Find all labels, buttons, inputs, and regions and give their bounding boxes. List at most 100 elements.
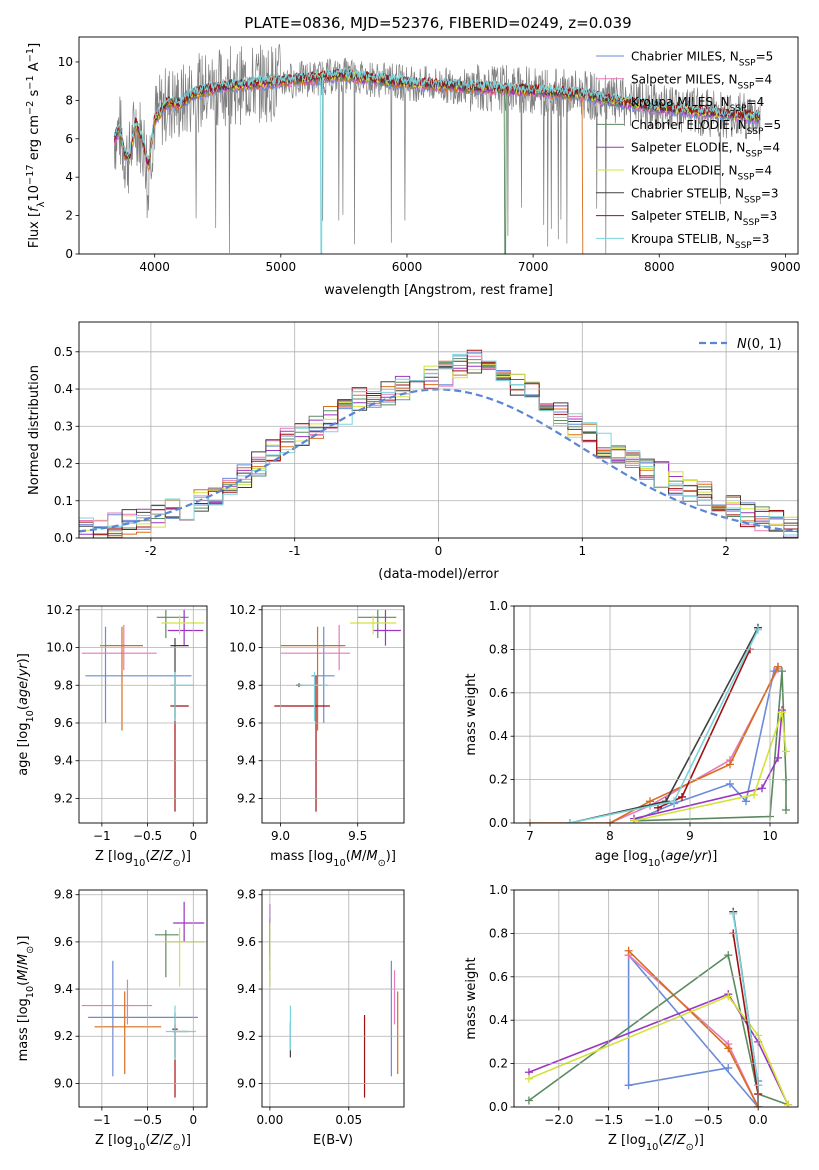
- plot-area-3: [274, 609, 401, 812]
- y-tick-label: 4: [65, 170, 73, 184]
- axes-frame: [78, 605, 208, 824]
- weight-line: [528, 993, 789, 1106]
- y-tick-label: 0.0: [489, 1100, 508, 1114]
- error-bar-point: [165, 927, 205, 987]
- error-bar-point: [165, 1005, 197, 1060]
- legend-label: Chabrier MILES, NSSP=5: [631, 50, 773, 69]
- x-axis-label: (data-model)/error: [378, 567, 499, 582]
- y-tick-label: 10: [58, 55, 73, 69]
- y-tick-label: 0.2: [489, 773, 508, 787]
- legend: Chabrier MILES, NSSP=5 Salpeter MILES, NS…: [596, 50, 781, 251]
- weight-marker: [724, 992, 733, 1001]
- axes-frame: [261, 605, 405, 824]
- x-tick-label: -1: [289, 544, 301, 558]
- weight-line: [528, 953, 789, 1106]
- x-tick-label: 9.0: [271, 829, 290, 843]
- error-bar-point: [94, 991, 162, 1074]
- x-tick-label: −2.0: [544, 1113, 573, 1127]
- y-tick-label: 9.8: [237, 888, 256, 902]
- weight-marker: [646, 797, 654, 806]
- legend-label: Kroupa ELODIE, NSSP=4: [631, 164, 772, 183]
- x-tick-label: 5000: [266, 260, 297, 274]
- x-tick-label: 9: [686, 829, 694, 843]
- axes-6: 0.00 0.05 9.0 9.2 9.4 9.6 9.8 E(B-V): [237, 888, 405, 1148]
- y-tick-label: 9.8: [237, 678, 256, 692]
- y-tick-label: 0.5: [54, 345, 73, 359]
- error-bar-point: [349, 615, 397, 635]
- x-tick-label: 9.5: [348, 829, 367, 843]
- y-tick-label: 9.6: [54, 935, 73, 949]
- legend-label: Salpeter STELIB, NSSP=3: [631, 209, 777, 228]
- x-tick-label: 7: [526, 829, 534, 843]
- error-bar-point: [156, 609, 189, 639]
- x-axis-label: age [log10(age/yr)]: [595, 849, 718, 869]
- y-axis-label: mass weight: [464, 673, 479, 755]
- weight-line: [732, 913, 759, 1086]
- y-axis-label: Flux [fλ10−17 erg cm−2 s−1 A−1]: [25, 43, 47, 248]
- y-tick-label: 8: [65, 93, 73, 107]
- y-tick-label: 9.2: [237, 1029, 256, 1043]
- weight-line: [609, 668, 779, 823]
- axes-3: 9.0 9.5 9.2 9.4 9.6 9.8 10.0 10.2 mass [log10(M/…: [229, 603, 405, 869]
- x-tick-label: 0.05: [335, 1113, 362, 1127]
- error-bar-point: [173, 901, 205, 942]
- y-tick-label: 0: [65, 247, 73, 261]
- y-tick-label: 1.0: [489, 599, 508, 613]
- x-tick-label: −1: [93, 1113, 111, 1127]
- error-bar-point: [170, 672, 194, 722]
- weight-line: [633, 712, 787, 822]
- weight-marker: [524, 1096, 533, 1105]
- x-tick-label: −1: [93, 829, 111, 843]
- x-axis-label: Z [log10(Z/Z⊙)]: [608, 1133, 704, 1153]
- x-tick-label: −0.5: [694, 1113, 723, 1127]
- error-bar-point: [167, 609, 204, 646]
- plot-area-2: [81, 609, 205, 812]
- y-tick-label: 9.2: [237, 791, 256, 805]
- weight-marker: [754, 625, 762, 634]
- weight-marker: [724, 1063, 733, 1072]
- y-axis-label: mass [log10(M/M⊙)]: [16, 936, 36, 1062]
- x-axis-label: E(B-V): [313, 1133, 353, 1148]
- error-bar-point: [81, 979, 153, 1025]
- axes-2: −1 −0.5 0 9.2 9.4 9.6 9.8 10.0 10.2 Z [log10(Z/Z⊙…: [16, 603, 208, 869]
- y-axis-label: mass weight: [464, 957, 479, 1039]
- weight-marker: [729, 909, 738, 918]
- legend-label: Salpeter MILES, NSSP=4: [631, 72, 772, 91]
- y-tick-label: 9.6: [237, 935, 256, 949]
- y-tick-label: 0.8: [489, 926, 508, 940]
- y-tick-label: 0.1: [54, 494, 73, 508]
- x-axis-label: Z [log10(Z/Z⊙)]: [95, 849, 191, 869]
- weight-marker: [566, 819, 574, 823]
- legend-label: Kroupa STELIB, NSSP=3: [631, 232, 769, 251]
- weight-line: [732, 933, 759, 1095]
- weight-marker: [670, 797, 678, 806]
- y-tick-label: 0.2: [489, 1057, 508, 1071]
- x-tick-label: −0.5: [133, 1113, 162, 1127]
- x-tick-label: −0.5: [133, 829, 162, 843]
- y-tick-label: 0.6: [489, 686, 508, 700]
- x-tick-label: 0.00: [257, 1113, 284, 1127]
- y-tick-label: 9.4: [54, 982, 73, 996]
- y-tick-label: 9.4: [237, 982, 256, 996]
- axes-0: 4000 5000 6000 7000 8000 9000 0 2 4 6 8 10 wavelengt…: [25, 36, 801, 298]
- weight-marker: [782, 805, 790, 814]
- axes-frame: [513, 605, 799, 824]
- error-bar-point: [88, 960, 198, 1077]
- weight-marker: [758, 784, 766, 793]
- y-tick-label: 0.4: [489, 1013, 508, 1027]
- y-tick-label: 9.8: [54, 888, 73, 902]
- weight-line: [633, 666, 779, 822]
- weight-marker: [778, 667, 786, 676]
- y-tick-label: 9.4: [237, 754, 256, 768]
- y-tick-label: 10.0: [229, 641, 256, 655]
- x-tick-label: 1: [578, 544, 586, 558]
- y-tick-label: 9.2: [54, 1029, 73, 1043]
- y-tick-label: 0.4: [54, 382, 73, 396]
- y-tick-label: 9.2: [54, 791, 73, 805]
- axes-4: 7 8 9 10 0.0 0.2 0.4 0.6 0.8 1.0 age [log10(age/yr…: [464, 599, 799, 869]
- plot-area-4: [526, 623, 790, 823]
- error-bar-point: [373, 609, 401, 646]
- error-bar-point: [274, 675, 330, 812]
- y-axis-label: age [log10(age/yr)]: [16, 653, 36, 776]
